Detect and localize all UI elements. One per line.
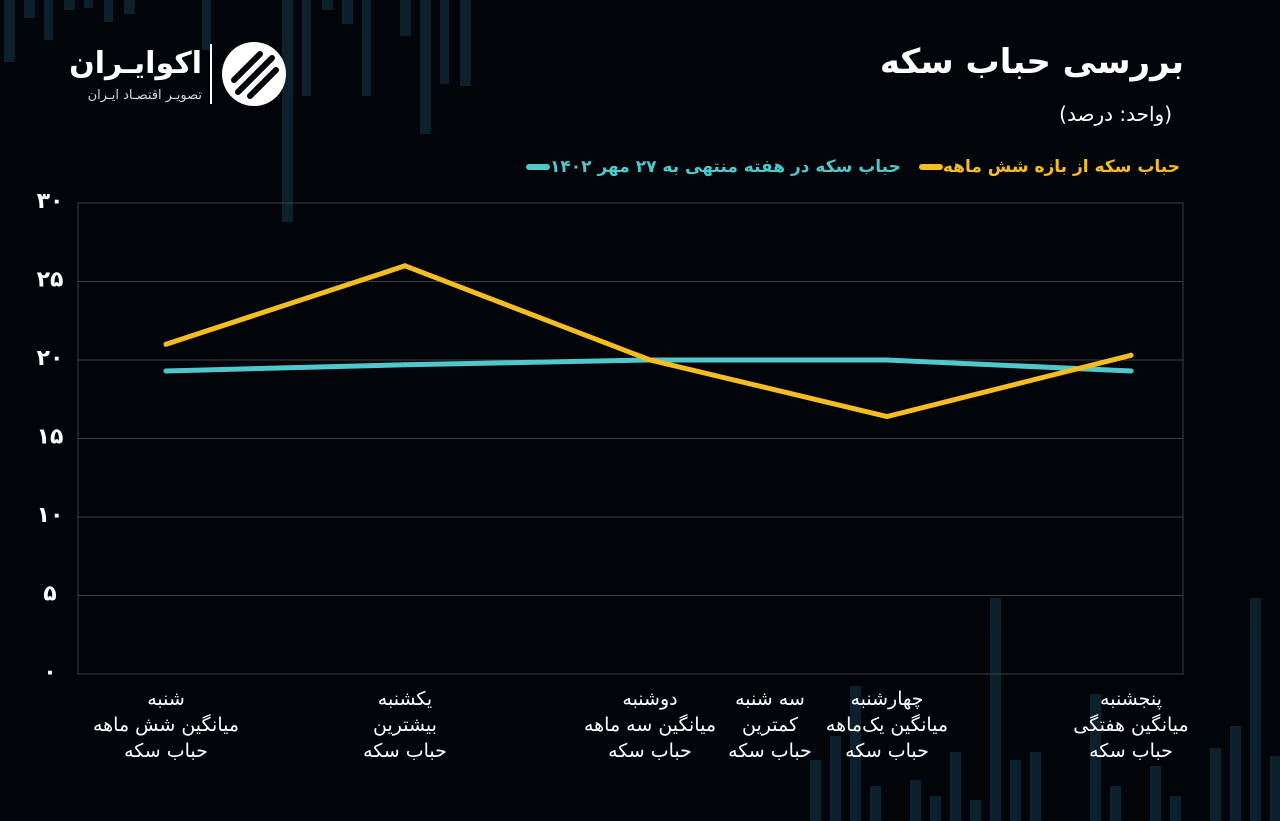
legend-swatch-six-month (918, 164, 943, 170)
point-weekly-0 (163, 368, 169, 374)
point-weekly-1 (402, 362, 408, 368)
logo-name: اکوایـران (69, 46, 202, 81)
chart-legend: حباب سکه در هفته منتهی به ۲۷ مهر ۱۴۰۲ حب… (508, 154, 1180, 180)
x-category-label: دوشنبه میانگین سه ماهه حباب سکه (583, 688, 717, 762)
series-line-six-month (163, 263, 1134, 420)
chart-unit: (واحد: درصد) (1059, 102, 1172, 126)
logo-tagline: تصویـر اقتصـاد ایـران (87, 88, 202, 103)
y-tick-label: ۰ (43, 660, 56, 685)
point-weekly-3 (767, 357, 773, 363)
point-six-month-0 (163, 341, 169, 347)
x-category-label: پنجشنبه میانگین هفتگی حباب سکه (1073, 688, 1189, 762)
y-tick-label: ۳۰ (37, 189, 64, 214)
legend-item-weekly: حباب سکه در هفته منتهی به ۲۷ مهر ۱۴۰۲ (520, 157, 901, 177)
legend-label-six-month: حباب سکه از بازه شش ماهه (942, 157, 1180, 177)
x-category-label: یکشنبه بیشترین حباب سکه (363, 688, 447, 762)
point-six-month-1 (402, 263, 408, 269)
logo-mark-icon (222, 42, 286, 106)
point-weekly-5 (1128, 368, 1134, 374)
point-six-month-5 (1128, 352, 1134, 358)
legend-label-weekly: حباب سکه در هفته منتهی به ۲۷ مهر ۱۴۰۲ (550, 157, 901, 177)
point-weekly-4 (884, 357, 890, 363)
y-tick-label: ۲۵ (37, 268, 64, 293)
x-category-label: سه شنبه کمترین حباب سکه (728, 688, 812, 762)
brand-logo: اکوایـران تصویـر اقتصـاد ایـران (54, 38, 294, 113)
y-tick-label: ۱۵ (37, 425, 64, 450)
point-six-month-2 (647, 357, 653, 363)
point-six-month-4 (884, 414, 890, 420)
y-tick-label: ۱۰ (37, 503, 64, 528)
logo-divider (210, 44, 212, 104)
chart-title: بررسی حباب سکه (879, 42, 1184, 82)
x-category-label: چهارشنبه میانگین یک‌ماهه حباب سکه (825, 688, 949, 762)
legend-swatch-weekly (526, 164, 551, 170)
y-tick-label: ۲۰ (37, 346, 64, 371)
x-category-label: شنبه میانگین شش ماهه حباب سکه (92, 688, 240, 762)
legend-item-six-month: حباب سکه از بازه شش ماهه (913, 157, 1180, 177)
series-line-weekly (163, 357, 1134, 374)
y-tick-label: ۵ (43, 582, 56, 607)
